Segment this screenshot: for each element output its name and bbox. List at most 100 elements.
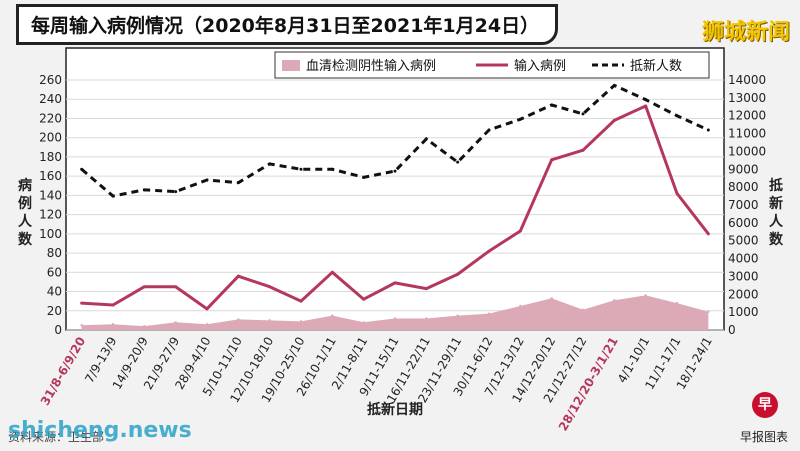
area-point [550, 297, 553, 300]
arrivals-point [675, 114, 679, 118]
x-axis-label: 抵新日期 [367, 401, 423, 418]
line-point [80, 301, 84, 305]
line-point [205, 307, 209, 311]
zaobao-logo-icon: 早 [752, 392, 778, 418]
line-point [424, 287, 428, 291]
area-series [80, 294, 710, 330]
left-tick-label: 260 [39, 73, 62, 87]
arrivals-point [80, 167, 84, 171]
area-point [362, 321, 365, 324]
arrivals-point [644, 98, 648, 102]
left-tick-label: 240 [39, 92, 62, 106]
left-tick-label: 40 [47, 285, 62, 299]
line-point [142, 285, 146, 289]
line-point [268, 285, 272, 289]
arrivals-point [174, 190, 178, 194]
arrivals-point [518, 117, 522, 121]
right-tick-label: 3000 [728, 269, 759, 283]
arrivals-point [299, 167, 303, 171]
left-tick-label: 20 [47, 304, 62, 318]
axis-title-text: 抵新人数 [769, 177, 784, 248]
line-point [550, 158, 554, 162]
area-point [299, 320, 303, 323]
arrivals-point [706, 128, 710, 132]
line-point [675, 191, 679, 195]
source-note: 资料来源：卫生部 [8, 430, 105, 444]
watermark: shicheng.news [8, 418, 192, 443]
arrivals-point [268, 162, 272, 166]
area-point [393, 317, 397, 320]
right-tick-label: 11000 [728, 127, 766, 141]
legend-swatch-area [282, 60, 300, 71]
line-point [362, 297, 366, 301]
line-point [518, 229, 522, 233]
right-tick-label: 14000 [728, 73, 766, 87]
left-tick-label: 200 [39, 131, 62, 145]
right-tick-label: 0 [728, 323, 736, 337]
left-tick-label: 220 [39, 111, 62, 125]
line-point [487, 249, 491, 253]
area-point [644, 294, 647, 297]
arrivals-point [236, 181, 240, 185]
left-tick-label: 60 [47, 265, 62, 279]
line-point [393, 281, 397, 285]
legend-label-area: 血清检测阴性输入病例 [306, 58, 436, 74]
right-tick-label: 10000 [728, 144, 766, 158]
left-tick-label: 0 [54, 323, 62, 337]
dashed-series [80, 83, 710, 198]
right-tick-label: 5000 [728, 234, 759, 248]
area-point [707, 310, 710, 313]
arrivals-point [362, 175, 366, 179]
arrivals-point [487, 128, 491, 132]
area-point [675, 301, 679, 305]
right-tick-label: 2000 [728, 287, 759, 301]
line-series [80, 104, 710, 311]
arrivals-point [550, 103, 554, 107]
area-point [174, 321, 177, 324]
area-serology-negative [81, 295, 709, 330]
line-arrivals [80, 83, 709, 198]
arrivals-point [612, 83, 616, 87]
line-point [330, 270, 334, 274]
y-axis-label-left: 病例人数 [18, 177, 33, 248]
arrivals-point [205, 178, 209, 182]
area-point [456, 314, 459, 317]
arrivals-point [393, 169, 397, 173]
line-point [706, 232, 710, 236]
x-tick-label: 28/12/20-3/1/21 [556, 335, 621, 434]
line-point [299, 299, 303, 303]
right-tick-label: 9000 [728, 162, 759, 176]
arrivals-point [111, 194, 115, 198]
area-point [331, 314, 334, 317]
left-tick-label: 100 [39, 227, 62, 241]
arrivals-point [142, 188, 146, 192]
brand-logo-text: 狮城新闻 [701, 20, 790, 45]
arrivals-point [581, 112, 585, 116]
area-point [581, 308, 585, 312]
area-point [237, 318, 240, 321]
y-axis-label-right: 抵新人数 [769, 177, 784, 248]
area-point [268, 319, 271, 322]
area-point [487, 312, 491, 315]
line-point [456, 272, 460, 276]
right-tick-label: 4000 [728, 252, 759, 266]
arrivals-point [456, 160, 460, 164]
area-point [143, 324, 146, 328]
left-tick-label: 80 [47, 246, 62, 260]
line-point [111, 303, 115, 307]
right-tick-label: 7000 [728, 198, 759, 212]
left-tick-label: 180 [39, 150, 62, 164]
area-point [613, 298, 616, 302]
line-point [581, 148, 585, 152]
left-tick-label: 120 [39, 208, 62, 222]
legend-label-dashed: 抵新人数 [630, 58, 682, 74]
legend-label-line: 输入病例 [514, 58, 566, 74]
left-tick-label: 140 [39, 188, 62, 202]
area-point [111, 323, 115, 326]
right-axis-ticks: 0 1000 2000 3000 4000 5000 6000 7000 8000 9000 100… [728, 73, 766, 337]
line-point [612, 118, 616, 122]
area-point [519, 304, 522, 308]
line-point [174, 285, 178, 289]
left-axis-ticks: 0 20 40 60 80 100 120 140 160 180 200 220 240 260 [39, 73, 62, 337]
